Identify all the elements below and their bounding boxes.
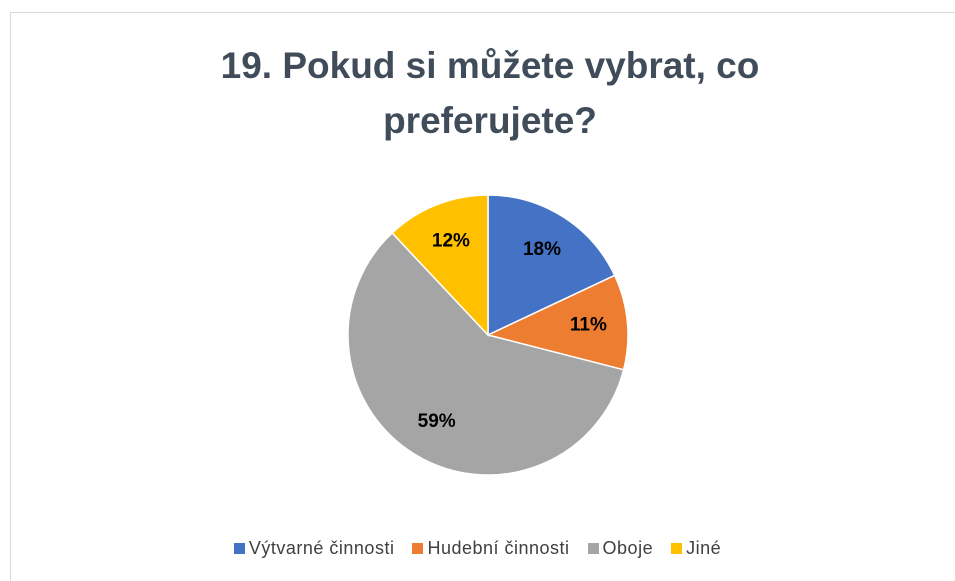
- pie-slice: [391, 194, 489, 337]
- data-label: 59%: [418, 411, 456, 432]
- legend-label: Jiné: [686, 538, 722, 558]
- legend-item: Jiné: [671, 538, 721, 559]
- legend-swatch: [233, 543, 245, 554]
- legend: Výtvarné činnosti Hudební činnosti Oboje Ji…: [0, 538, 955, 559]
- data-label: 18%: [523, 239, 561, 260]
- chart-frame: [10, 12, 955, 581]
- chart-title: 19. Pokud si můžete vybrat, co preferuje…: [220, 45, 760, 141]
- pie-slice: [485, 274, 629, 371]
- pie-slice: [347, 231, 625, 476]
- legend-label: Oboje: [602, 538, 654, 558]
- legend-item: Oboje: [587, 538, 654, 559]
- legend-swatch: [412, 543, 424, 554]
- legend-swatch: [671, 543, 683, 554]
- legend-swatch: [587, 543, 599, 554]
- data-label: 12%: [432, 230, 470, 251]
- pie-slice: [487, 194, 616, 337]
- legend-item: Hudební činnosti: [412, 538, 569, 559]
- legend-label: Hudební činnosti: [427, 538, 570, 558]
- data-label: 11%: [570, 315, 607, 336]
- legend-item: Výtvarné činnosti: [233, 538, 395, 559]
- legend-label: Výtvarné činnosti: [248, 538, 395, 558]
